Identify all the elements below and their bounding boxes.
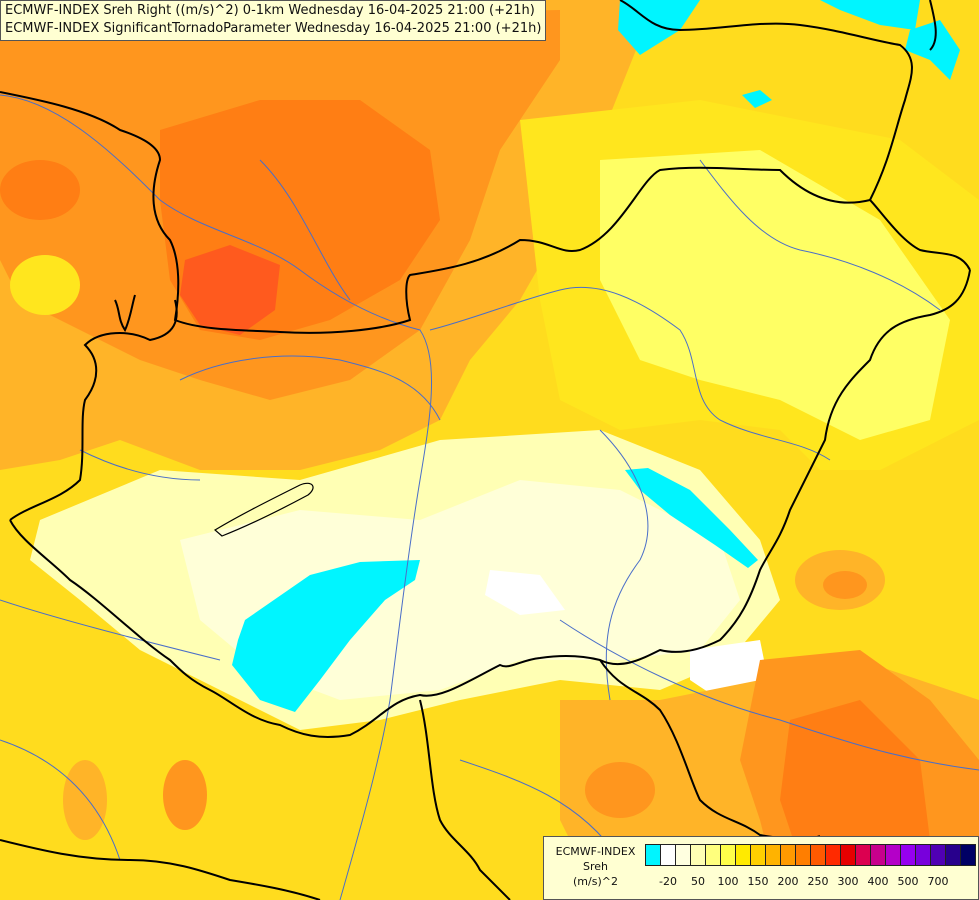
legend-tick-label: 400 <box>867 875 889 888</box>
legend-title: ECMWF-INDEX Sreh (m/s)^2 <box>548 844 643 889</box>
field-orange-east-spot2 <box>823 571 867 599</box>
rivers <box>0 94 979 900</box>
header-line-2: ECMWF-INDEX SignificantTornadoParameter … <box>5 21 542 36</box>
legend-tick-label: 200 <box>777 875 799 888</box>
legend-tick-label: 300 <box>837 875 859 888</box>
field-cyan-diagonal <box>625 468 758 568</box>
legend-swatch <box>750 844 766 866</box>
legend-swatch <box>930 844 946 866</box>
lake-outline <box>213 482 314 537</box>
legend-swatch <box>705 844 721 866</box>
header-line-1: ECMWF-INDEX Sreh Right ((m/s)^2) 0-1km W… <box>5 3 535 18</box>
legend-swatch <box>840 844 856 866</box>
legend-swatch <box>900 844 916 866</box>
field-yellow-west <box>10 255 80 315</box>
legend-tick-label: 500 <box>897 875 919 888</box>
field-cyan-corner <box>905 20 960 80</box>
legend-swatch <box>915 844 931 866</box>
legend-tick-label: 150 <box>747 875 769 888</box>
legend-swatch <box>720 844 736 866</box>
legend-title-variable: Sreh <box>582 860 608 873</box>
legend-swatch <box>690 844 706 866</box>
map-header: ECMWF-INDEX Sreh Right ((m/s)^2) 0-1km W… <box>0 0 547 41</box>
legend-tick-label: -20 <box>659 875 677 888</box>
legend-tick-label: 50 <box>691 875 705 888</box>
field-orange-max <box>180 245 280 335</box>
field-cyan-southwest <box>232 560 420 712</box>
legend-swatch <box>795 844 811 866</box>
legend-swatch <box>945 844 961 866</box>
field-white-patch <box>485 570 565 615</box>
legend-swatch <box>780 844 796 866</box>
legend-tick-label: 700 <box>927 875 949 888</box>
legend-swatch <box>885 844 901 866</box>
legend-tick-label: 100 <box>717 875 739 888</box>
legend-tick-label: 250 <box>807 875 829 888</box>
legend-swatches <box>645 844 976 866</box>
legend-ticks: -20 50 100 150 200 250 300 400 500 700 <box>645 875 975 891</box>
legend-swatch <box>810 844 826 866</box>
field-orange-southeast-core <box>780 700 930 880</box>
color-legend: ECMWF-INDEX Sreh (m/s)^2 -20 50 100 150 200 2… <box>543 836 979 900</box>
legend-swatch <box>645 844 661 866</box>
legend-swatch <box>870 844 886 866</box>
legend-swatch <box>735 844 751 866</box>
legend-title-source: ECMWF-INDEX <box>555 845 636 858</box>
field-cyan-small <box>742 90 772 108</box>
field-orange-west <box>0 160 80 220</box>
legend-title-unit: (m/s)^2 <box>573 875 618 888</box>
legend-swatch <box>960 844 976 866</box>
field-orange-south-spot2 <box>63 760 107 840</box>
field-cyan-northeast-2 <box>820 0 920 30</box>
field-orange-mid-spot <box>585 762 655 818</box>
field-orange-south-spot <box>163 760 207 830</box>
legend-swatch <box>675 844 691 866</box>
legend-swatch <box>855 844 871 866</box>
legend-swatch <box>825 844 841 866</box>
legend-swatch <box>660 844 676 866</box>
legend-swatch <box>765 844 781 866</box>
